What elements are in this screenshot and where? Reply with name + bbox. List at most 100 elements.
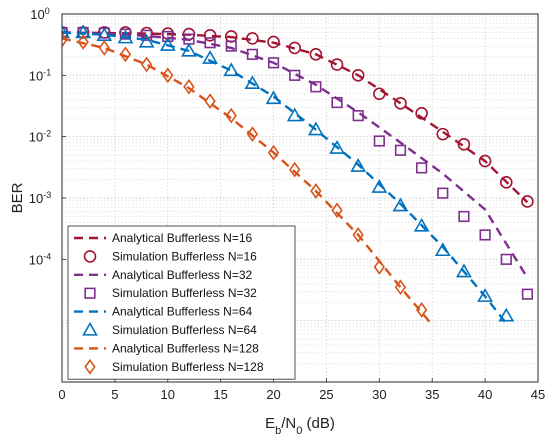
legend-label: Analytical Bufferless N=32 (112, 268, 253, 282)
data-point (225, 107, 237, 124)
data-point (223, 62, 240, 77)
data-point (415, 301, 428, 318)
legend-box (67, 225, 296, 380)
data-point (288, 41, 302, 55)
data-point (373, 259, 385, 275)
x-tick-label: 30 (372, 387, 386, 402)
legend-item: Simulation Bufferless N=16 (83, 249, 257, 263)
x-tick-label: 45 (531, 387, 545, 402)
data-point (62, 31, 68, 48)
y-tick-label: 10-3 (29, 190, 51, 206)
data-point (521, 288, 534, 300)
data-point (267, 57, 280, 69)
x-axis-label-sub2: 0 (296, 425, 302, 437)
legend-swatch (83, 250, 97, 263)
series-line (62, 31, 508, 325)
x-tick-label: 40 (478, 387, 492, 402)
data-point (329, 140, 345, 154)
data-point (244, 75, 261, 90)
data-point (394, 96, 407, 110)
data-point (202, 50, 218, 64)
legend-label: Analytical Bufferless N=16 (112, 231, 253, 245)
data-point (436, 127, 450, 141)
legend-label: Simulation Bufferless N=16 (112, 249, 257, 263)
legend-label: Analytical Bufferless N=128 (112, 341, 259, 355)
data-point (159, 37, 176, 51)
data-point (351, 69, 365, 82)
data-point (246, 126, 259, 142)
data-point (204, 93, 216, 109)
data-point (138, 33, 155, 48)
data-point (119, 28, 132, 40)
data-point (75, 24, 92, 39)
data-point (98, 40, 110, 56)
data-point (310, 183, 322, 199)
data-point (286, 107, 303, 122)
data-point (77, 34, 89, 50)
y-tick-base: 10 (29, 130, 43, 145)
data-point (458, 210, 470, 223)
series-6 (62, 24, 515, 322)
series-line (62, 31, 529, 279)
data-point (246, 48, 259, 60)
data-point (183, 78, 195, 95)
legend-item: Simulation Bufferless N=64 (82, 321, 257, 337)
x-axis-label-tail: (dB) (302, 415, 335, 432)
data-point (162, 30, 174, 43)
data-point (117, 29, 134, 44)
legend-label: Simulation Bufferless N=128 (112, 360, 264, 374)
data-point (265, 90, 282, 105)
x-axis-label-mid: /N (281, 415, 296, 432)
data-point (289, 161, 301, 178)
series-1 (62, 31, 529, 204)
x-tick-label: 0 (58, 387, 65, 402)
legend-item: Analytical Bufferless N=32 (74, 268, 253, 282)
data-point (203, 28, 217, 42)
y-tick-base: 10 (29, 252, 43, 267)
data-point (392, 197, 409, 212)
data-point (500, 253, 512, 265)
data-point (416, 162, 428, 174)
series-8 (62, 31, 428, 318)
x-tick-label: 15 (213, 387, 227, 402)
data-point (413, 217, 430, 232)
data-point (499, 176, 513, 189)
data-point (478, 154, 492, 168)
x-axis-label: Eb/N0 (dB) (265, 415, 335, 437)
legend-label: Analytical Bufferless N=64 (112, 305, 253, 319)
y-tick-exponent: -4 (43, 251, 51, 261)
data-point (330, 58, 344, 71)
data-point (352, 227, 364, 243)
data-point (521, 195, 534, 208)
legend-label: Simulation Bufferless N=32 (112, 286, 257, 300)
data-point (371, 179, 388, 193)
x-tick-label: 35 (425, 387, 439, 402)
y-tick-base: 10 (29, 191, 43, 206)
series-layer (62, 24, 534, 326)
data-point (309, 48, 323, 61)
x-tick-label: 5 (111, 387, 118, 402)
legend-item: Simulation Bufferless N=128 (84, 358, 264, 375)
data-point (373, 135, 385, 147)
data-point (162, 67, 174, 84)
y-tick-exponent: -2 (43, 129, 51, 139)
x-tick-label: 20 (266, 387, 280, 402)
y-tick-label: 10-1 (29, 67, 51, 83)
x-tick-label: 10 (161, 387, 175, 402)
y-axis-label: BER (9, 182, 26, 213)
data-point (246, 32, 259, 45)
data-point (140, 56, 153, 73)
legend-swatch (82, 321, 98, 336)
y-tick-exponent: -1 (43, 67, 51, 77)
data-point (119, 46, 132, 63)
x-axis-label-main: E (265, 415, 275, 432)
data-point (394, 144, 407, 156)
data-point (141, 29, 153, 41)
legend-swatch (84, 358, 96, 375)
legend: Analytical Bufferless N=16 Simulation Buf… (67, 225, 296, 380)
data-point (62, 24, 70, 39)
data-point (456, 263, 472, 278)
y-tick-exponent: 0 (45, 6, 50, 16)
data-point (434, 242, 451, 257)
